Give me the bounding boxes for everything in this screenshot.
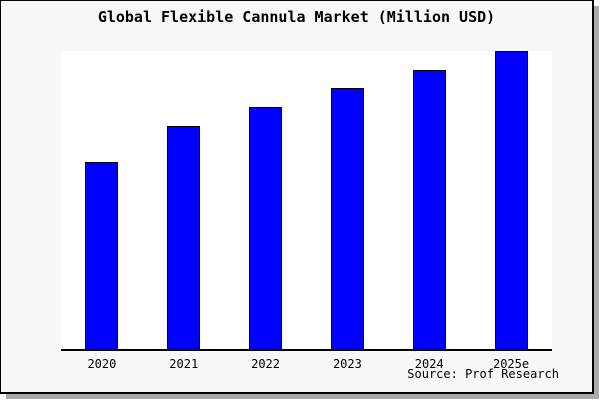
bar-slot-2023 xyxy=(306,51,388,349)
bar-slot-2020 xyxy=(61,51,143,349)
bar-2025e xyxy=(494,51,528,349)
bar-2023 xyxy=(330,87,364,349)
bar-2021 xyxy=(167,125,201,349)
chart-frame: Global Flexible Cannula Market (Million … xyxy=(0,0,594,394)
x-tick-label-2023: 2023 xyxy=(332,357,362,371)
source-note: Source: Prof Research xyxy=(407,367,559,381)
x-axis-labels: 2020 2021 2022 2023 2024 2025e xyxy=(61,357,552,371)
plot-area xyxy=(61,51,552,351)
bar-slot-2021 xyxy=(143,51,225,349)
bar-2022 xyxy=(249,106,283,349)
x-tick-label-2021: 2021 xyxy=(169,357,199,371)
bar-slot-2024 xyxy=(388,51,470,349)
x-tick-label-2025e: 2025e xyxy=(492,357,530,371)
x-tick-label-2022: 2022 xyxy=(251,357,281,371)
bar-2020 xyxy=(85,162,119,349)
bar-slot-2025e xyxy=(470,51,552,349)
bar-2024 xyxy=(412,69,446,349)
chart-title: Global Flexible Cannula Market (Million … xyxy=(97,8,496,26)
x-tick-label-2024: 2024 xyxy=(414,357,444,371)
x-tick-label-2020: 2020 xyxy=(87,357,117,371)
bar-slot-2022 xyxy=(225,51,307,349)
